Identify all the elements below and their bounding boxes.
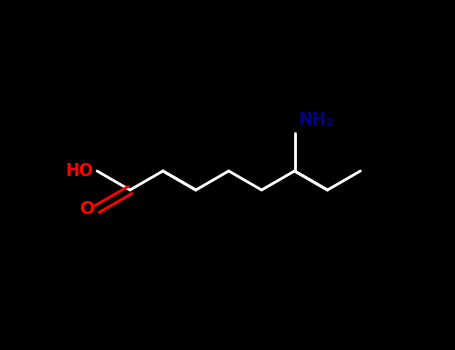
Text: HO: HO (66, 162, 94, 180)
Text: O: O (79, 200, 94, 218)
Text: NH₂: NH₂ (298, 111, 334, 129)
